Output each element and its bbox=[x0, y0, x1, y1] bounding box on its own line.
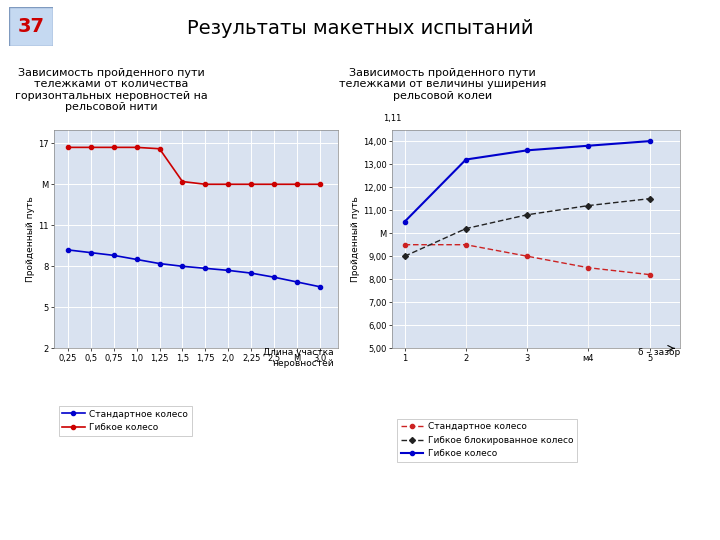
Text: Результаты макетных испытаний: Результаты макетных испытаний bbox=[186, 19, 534, 38]
Y-axis label: Пройденный путь: Пройденный путь bbox=[351, 196, 360, 282]
FancyBboxPatch shape bbox=[9, 7, 53, 46]
Text: Длина участка
неровностей: Длина участка неровностей bbox=[263, 348, 333, 368]
Text: 1,11: 1,11 bbox=[383, 114, 402, 123]
Text: δ – зазор: δ – зазор bbox=[638, 348, 680, 357]
Text: 37: 37 bbox=[17, 17, 45, 36]
Legend: Стандартное колесо, Гибкое колесо: Стандартное колесо, Гибкое колесо bbox=[58, 406, 192, 436]
Y-axis label: Пройденный путь: Пройденный путь bbox=[26, 196, 35, 282]
Legend: Стандартное колесо, Гибкое блокированное колесо, Гибкое колесо: Стандартное колесо, Гибкое блокированное… bbox=[397, 418, 577, 462]
Text: Зависимость пройденного пути
тележками от величины уширения
рельсовой колеи: Зависимость пройденного пути тележками о… bbox=[339, 68, 546, 100]
Text: Зависимость пройденного пути
тележками от количества
горизонтальных неровностей : Зависимость пройденного пути тележками о… bbox=[15, 68, 208, 112]
